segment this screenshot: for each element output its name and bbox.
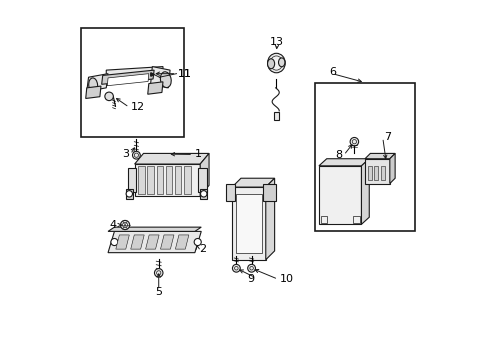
Polygon shape <box>134 153 209 164</box>
Polygon shape <box>108 227 201 231</box>
Text: 2: 2 <box>199 244 206 254</box>
Polygon shape <box>225 184 234 201</box>
Polygon shape <box>145 235 159 249</box>
Polygon shape <box>265 178 274 260</box>
Polygon shape <box>125 189 133 199</box>
Text: 6: 6 <box>328 67 335 77</box>
Circle shape <box>232 264 240 272</box>
Text: 5: 5 <box>155 287 162 297</box>
Polygon shape <box>160 235 174 249</box>
Bar <box>273 112 278 120</box>
Polygon shape <box>318 166 361 224</box>
Polygon shape <box>130 235 144 249</box>
Polygon shape <box>389 153 394 184</box>
Circle shape <box>126 191 132 197</box>
Polygon shape <box>134 164 200 196</box>
Polygon shape <box>107 74 148 86</box>
Ellipse shape <box>267 53 285 73</box>
Circle shape <box>111 238 118 246</box>
Polygon shape <box>175 235 188 249</box>
Text: 12: 12 <box>130 102 144 112</box>
Polygon shape <box>200 153 209 196</box>
Circle shape <box>194 238 201 246</box>
Polygon shape <box>232 187 265 260</box>
Text: 13: 13 <box>269 37 284 47</box>
Text: 10: 10 <box>279 274 293 284</box>
Ellipse shape <box>160 72 171 87</box>
Polygon shape <box>198 168 207 192</box>
Bar <box>353 216 359 222</box>
Ellipse shape <box>88 78 98 92</box>
Polygon shape <box>165 166 172 194</box>
Text: 4: 4 <box>109 220 116 230</box>
Circle shape <box>247 264 255 272</box>
Text: 9: 9 <box>246 274 254 284</box>
Polygon shape <box>138 166 144 194</box>
Polygon shape <box>175 166 181 194</box>
Polygon shape <box>147 82 163 94</box>
Text: 8: 8 <box>334 150 341 160</box>
Polygon shape <box>361 159 368 224</box>
Polygon shape <box>184 166 190 194</box>
Bar <box>373 166 378 180</box>
Polygon shape <box>263 184 275 201</box>
Polygon shape <box>156 166 163 194</box>
Bar <box>320 216 326 222</box>
Polygon shape <box>102 70 154 84</box>
Circle shape <box>132 151 140 159</box>
Circle shape <box>200 191 206 197</box>
Circle shape <box>151 84 159 92</box>
Circle shape <box>122 222 127 228</box>
Polygon shape <box>364 159 389 184</box>
Bar <box>380 166 384 180</box>
Circle shape <box>349 138 358 146</box>
Circle shape <box>89 88 97 96</box>
Polygon shape <box>364 153 394 159</box>
Ellipse shape <box>267 59 274 69</box>
Circle shape <box>120 220 129 230</box>
Polygon shape <box>318 159 368 166</box>
Polygon shape <box>116 235 129 249</box>
Polygon shape <box>108 231 201 253</box>
Polygon shape <box>86 74 108 91</box>
Text: 3: 3 <box>122 149 129 159</box>
Polygon shape <box>147 166 153 194</box>
Circle shape <box>154 269 163 277</box>
Polygon shape <box>106 67 163 77</box>
Bar <box>315 82 414 231</box>
Polygon shape <box>200 189 207 199</box>
Text: 7: 7 <box>383 132 390 143</box>
Polygon shape <box>150 67 170 88</box>
Text: 1: 1 <box>195 149 202 159</box>
Bar <box>236 194 261 253</box>
Polygon shape <box>232 178 274 187</box>
Polygon shape <box>85 86 101 99</box>
Bar <box>81 28 184 138</box>
Text: 11: 11 <box>178 69 191 79</box>
Ellipse shape <box>278 58 285 67</box>
Text: 11: 11 <box>178 69 191 79</box>
Circle shape <box>104 92 113 100</box>
Polygon shape <box>127 168 136 192</box>
Bar <box>367 166 371 180</box>
Ellipse shape <box>270 56 282 70</box>
